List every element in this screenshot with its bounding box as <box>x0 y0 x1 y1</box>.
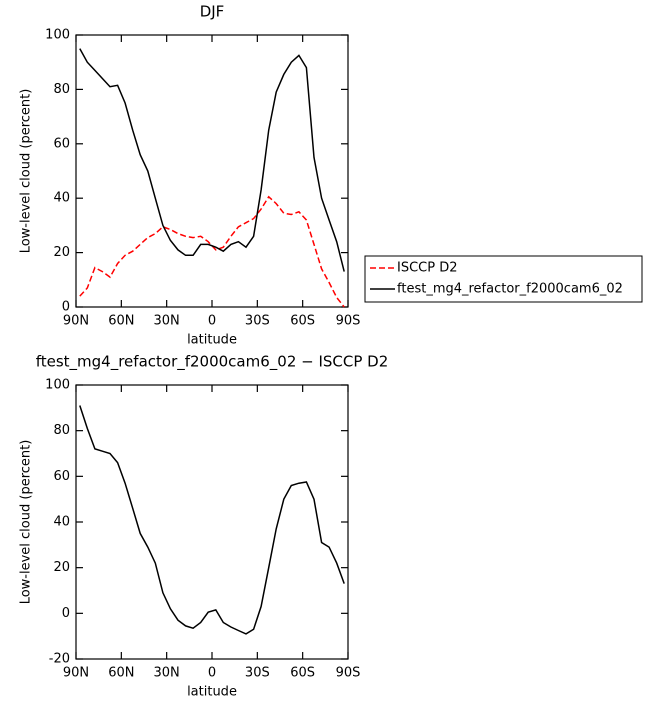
y-tick-label: 20 <box>53 560 70 575</box>
plot-frame <box>75 34 349 308</box>
x-tick-label: 60N <box>108 666 134 681</box>
x-tick-label: 0 <box>208 314 216 329</box>
y-tick-label: 60 <box>53 469 70 484</box>
x-tick-label: 90N <box>63 314 89 329</box>
x-tick-label: 30S <box>245 666 270 681</box>
x-tick-label: 30S <box>245 314 270 329</box>
legend-label: ftest_mg4_refactor_f2000cam6_02 <box>397 282 623 297</box>
y-tick-label: 80 <box>53 423 70 438</box>
y-tick-label: 60 <box>53 136 70 151</box>
x-tick-label: 60S <box>290 314 315 329</box>
x-tick-label: 60S <box>290 666 315 681</box>
data-line <box>79 405 345 635</box>
y-axis-label: Low-level cloud (percent) <box>19 440 34 605</box>
x-tick-label: 90S <box>336 314 361 329</box>
x-axis-label: latitude <box>187 333 237 348</box>
chart-title: DJF <box>200 3 225 21</box>
x-tick-label: 30N <box>154 314 180 329</box>
x-axis-label: latitude <box>187 685 237 700</box>
y-tick-label: 0 <box>62 300 70 315</box>
chart-title: ftest_mg4_refactor_f2000cam6_02 − ISCCP … <box>36 353 389 372</box>
data-line <box>79 48 345 272</box>
x-tick-label: 30N <box>154 666 180 681</box>
y-tick-label: 40 <box>53 191 70 206</box>
y-tick-label: 0 <box>62 606 70 621</box>
x-tick-label: 90N <box>63 666 89 681</box>
y-tick-label: 40 <box>53 515 70 530</box>
plot-frame <box>75 384 349 660</box>
y-tick-label: -20 <box>49 652 70 667</box>
y-tick-label: 100 <box>45 28 70 43</box>
data-line <box>79 195 345 308</box>
y-tick-label: 100 <box>45 378 70 393</box>
x-tick-label: 0 <box>208 666 216 681</box>
y-axis-label: Low-level cloud (percent) <box>19 89 34 254</box>
legend-box <box>364 255 643 303</box>
x-tick-label: 60N <box>108 314 134 329</box>
y-tick-label: 20 <box>53 245 70 260</box>
x-tick-label: 90S <box>336 666 361 681</box>
y-tick-label: 80 <box>53 82 70 97</box>
legend-label: ISCCP D2 <box>397 261 458 276</box>
